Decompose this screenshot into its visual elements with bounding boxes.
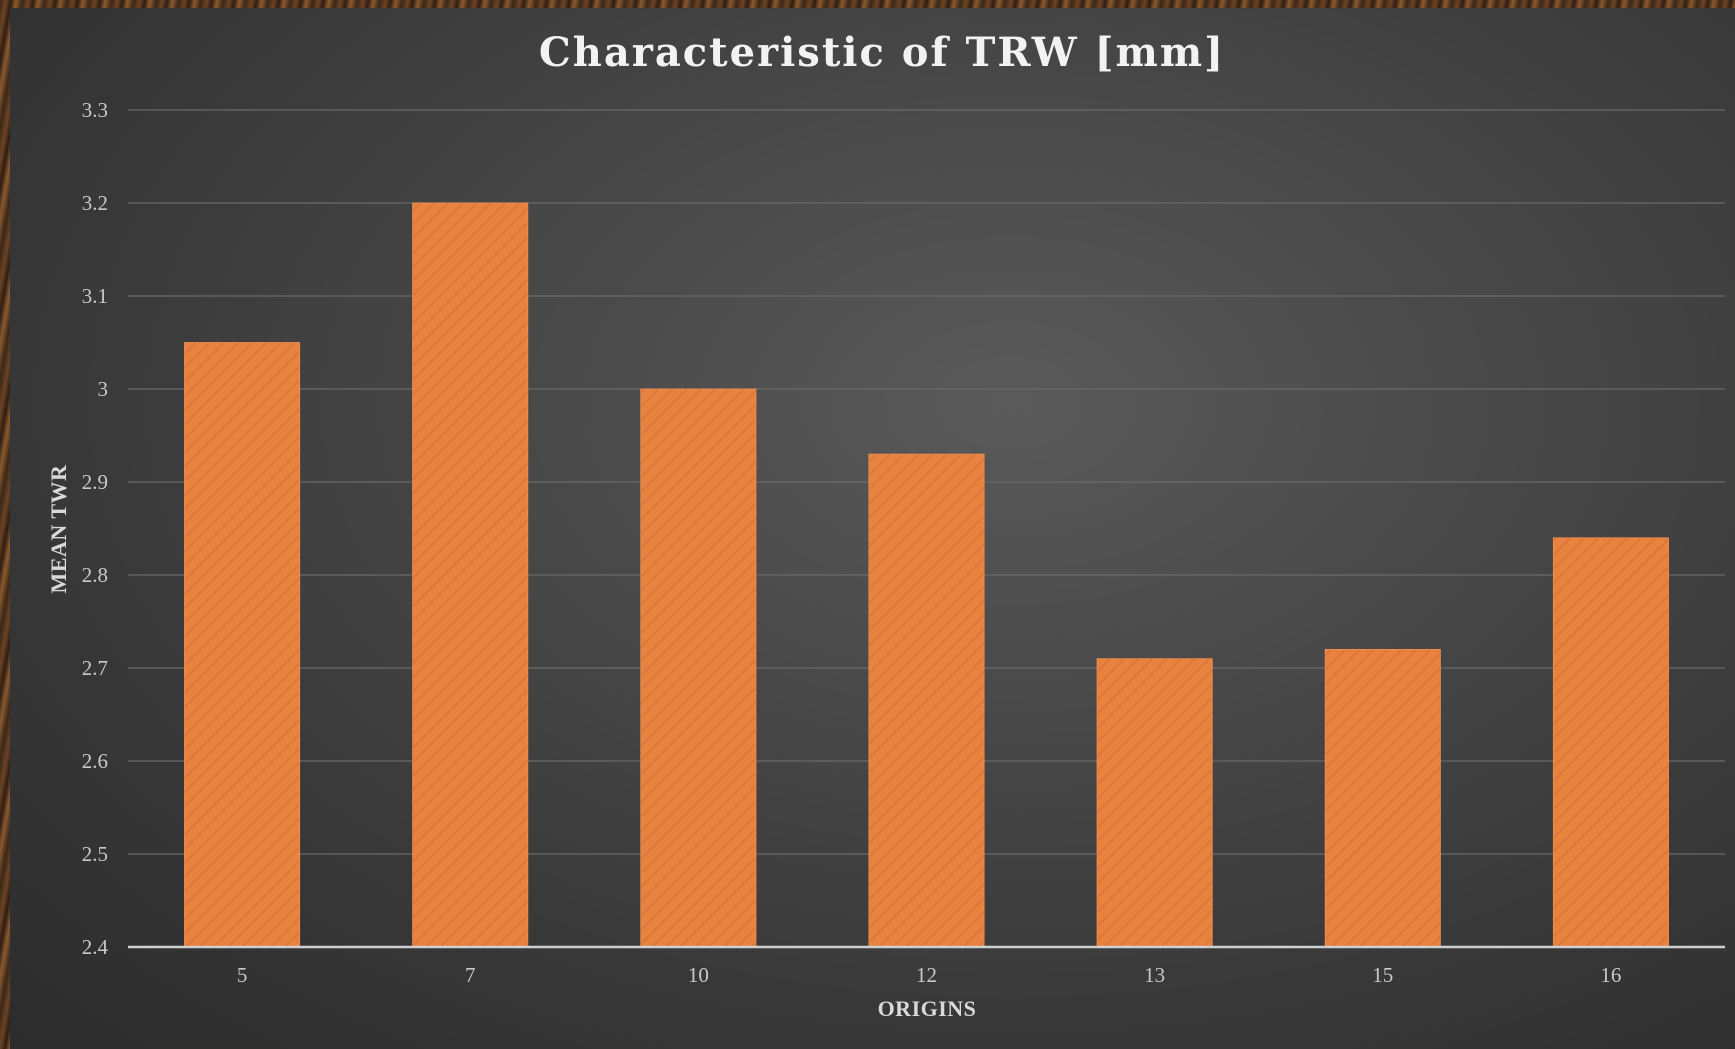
x-tick-label: 16	[1600, 963, 1621, 987]
y-tick-label: 2.9	[82, 470, 108, 494]
y-axis-title: MEAN TWR	[46, 464, 71, 593]
y-tick-label: 2.4	[82, 935, 109, 959]
x-tick-label: 5	[237, 963, 248, 987]
y-axis-ticks: 2.4 2.5 2.6 2.7 2.8 2.9 3 3.1 3.2 3.3	[82, 98, 109, 959]
y-tick-label: 3.1	[82, 284, 108, 308]
y-tick-label: 2.5	[82, 842, 108, 866]
y-tick-label: 2.6	[82, 749, 108, 773]
x-tick-label: 12	[916, 963, 937, 987]
x-axis-title: ORIGINS	[878, 996, 977, 1021]
bar-5	[184, 342, 301, 948]
y-tick-label: 3	[98, 377, 109, 401]
y-tick-label: 3.2	[82, 191, 108, 215]
y-tick-label: 3.3	[82, 98, 108, 122]
x-axis-ticks: 5 7 10 12 13 15 16	[237, 963, 1622, 987]
x-tick-label: 10	[688, 963, 709, 987]
x-tick-label: 15	[1372, 963, 1393, 987]
bar-7	[412, 202, 529, 948]
bars	[184, 202, 1669, 948]
y-tick-label: 2.8	[82, 563, 108, 587]
bar-16	[1552, 537, 1669, 948]
chart-title: Characteristic of TRW [mm]	[539, 29, 1225, 76]
bar-13	[1096, 658, 1213, 948]
x-tick-label: 13	[1144, 963, 1165, 987]
bar-10	[640, 388, 757, 948]
x-tick-label: 7	[465, 963, 476, 987]
bar-12	[868, 453, 985, 948]
y-tick-label: 2.7	[82, 656, 108, 680]
bar-15	[1324, 649, 1441, 948]
